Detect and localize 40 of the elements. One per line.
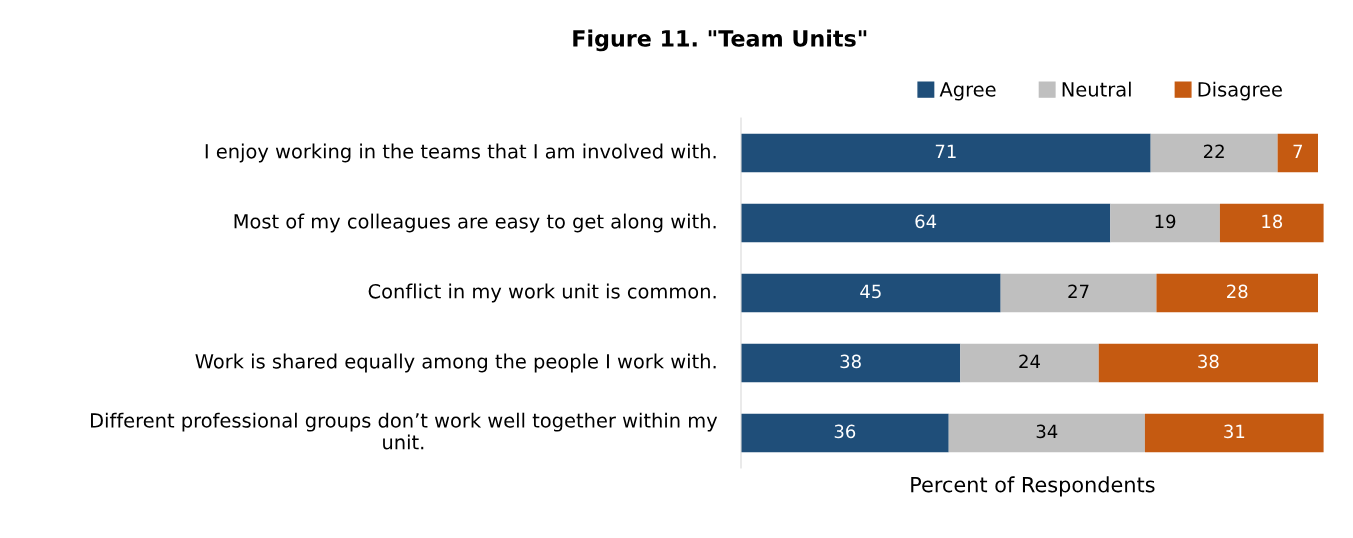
data-label: 28 [1227,284,1248,299]
bar [1110,203,1220,243]
legend-label: Disagree [1198,81,1282,101]
data-label: 24 [1019,354,1040,368]
bar [741,133,1151,173]
data-label: 38 [840,354,861,369]
bar [1000,273,1157,313]
bar [948,413,1145,453]
bar [1219,203,1324,243]
data-label: 36 [834,424,856,439]
bar [960,343,1099,383]
x-axis-title: Percent of Respondents [911,476,1155,497]
y-tick-label: Work is shared equally among the people I work with. [195,353,716,373]
data-label: 71 [935,144,956,158]
data-label: 31 [1224,424,1245,439]
bar [1150,133,1278,173]
data-label: 34 [1036,424,1058,439]
bar [1277,133,1318,173]
data-label: 45 [860,284,881,299]
data-label: 27 [1068,284,1089,298]
bar [741,203,1111,243]
data-label: 22 [1203,144,1224,158]
bar [1098,343,1318,383]
legend-label: Agree [939,82,996,101]
bar [741,343,961,383]
data-label: 18 [1262,214,1283,229]
y-tick-label: I enjoy working in the teams that I am involved with. [205,143,716,163]
data-label: 64 [915,214,937,229]
y-tick-label: Most of my colleagues are easy to get along with. [234,213,716,233]
data-label: 19 [1155,214,1176,229]
bar [741,413,949,453]
data-label: 38 [1198,354,1219,369]
y-tick-label: Conflict in my work unit is common. [368,283,716,303]
legend-label: Neutral [1062,81,1131,97]
y-tick-label: Different professional groups don’t work well together within my unit. [91,412,718,450]
data-label: 7 [1293,144,1303,158]
bar [1144,413,1324,453]
bar [741,273,1001,313]
bar [1156,273,1318,313]
chart-title: Figure 11. "Team Units" [573,29,867,52]
